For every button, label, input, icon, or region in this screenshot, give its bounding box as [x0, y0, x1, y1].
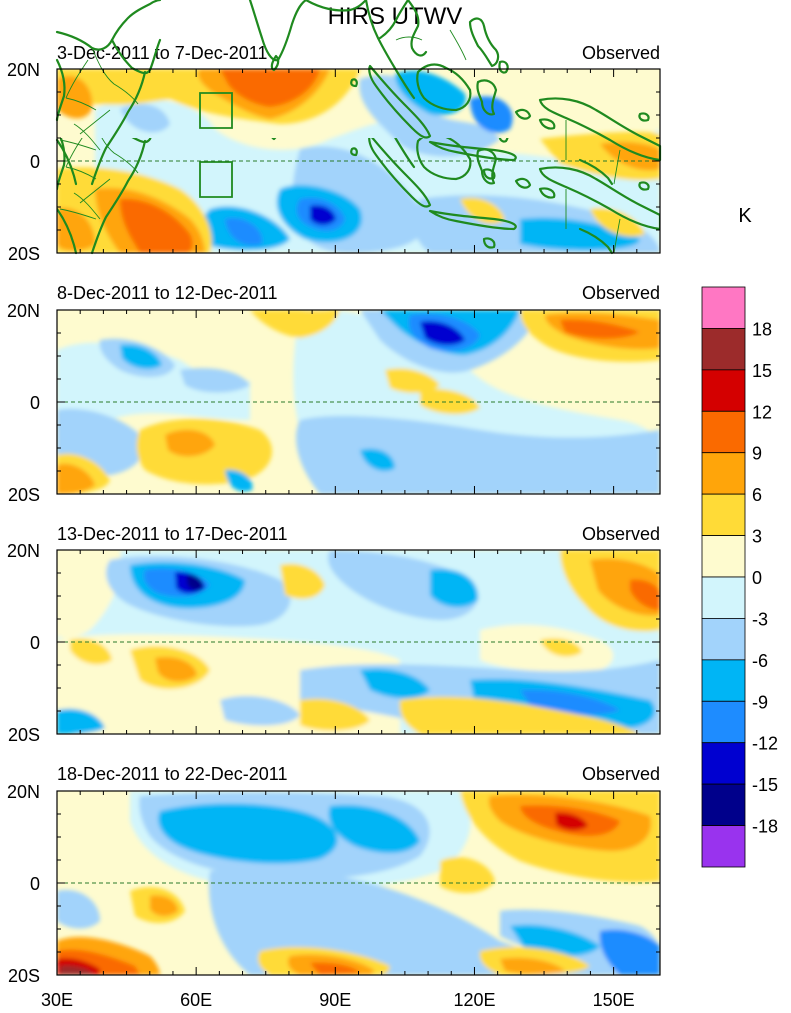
map-panel-4: 18-Dec-2011 to 22-Dec-2011 Observed	[57, 764, 660, 975]
colorbar-swatch	[701, 410, 746, 454]
unit-label: K	[738, 205, 752, 227]
lon-label: 60E	[180, 990, 212, 1010]
panel-label: Observed	[582, 43, 660, 63]
colorbar-label: -3	[752, 609, 768, 629]
map-panel-2: 8-Dec-2011 to 12-Dec-2011 Observed	[57, 283, 660, 494]
lon-label: 90E	[319, 990, 351, 1010]
colorbar-label: -18	[752, 817, 778, 837]
lon-label: 120E	[453, 990, 495, 1010]
colorbar-swatch	[701, 825, 746, 868]
colorbar-swatch	[701, 618, 746, 661]
colorbar-label: 6	[752, 485, 762, 505]
coastlines	[55, 0, 662, 186]
colorbar-swatch	[701, 742, 746, 785]
colorbar-label: 18	[752, 319, 772, 339]
lon-label: 30E	[41, 990, 73, 1010]
lat-label: 20N	[7, 60, 40, 80]
lat-label: 20S	[8, 725, 40, 745]
colorbar-label: 15	[752, 361, 772, 381]
colorbar-label: -9	[752, 692, 768, 712]
coastlines-panel-1	[57, 138, 660, 255]
colorbar-label: 12	[752, 402, 772, 422]
figure-title: HIRS UTWV	[328, 3, 463, 30]
colorbar: 18 15 12 9 6 3 0 -3 -6 -9 -12 -15 -18	[701, 286, 778, 868]
colorbar-swatch	[701, 783, 746, 826]
panel-label: Observed	[582, 524, 660, 544]
lon-label: 150E	[593, 990, 635, 1010]
lat-label: 0	[30, 152, 40, 172]
colorbar-label: 3	[752, 527, 762, 547]
panel-period: 13-Dec-2011 to 17-Dec-2011	[57, 524, 287, 544]
colorbar-label: -12	[752, 734, 778, 754]
colorbar-swatch	[701, 328, 746, 371]
colorbar-swatch	[701, 286, 746, 329]
lat-label: 20N	[7, 541, 40, 561]
colorbar-swatch	[701, 452, 746, 495]
lat-label: 0	[30, 633, 40, 653]
lat-label: 0	[30, 393, 40, 413]
colorbar-label: -15	[752, 775, 778, 795]
panel-period: 8-Dec-2011 to 12-Dec-2011	[57, 283, 277, 303]
colorbar-label: 0	[752, 568, 762, 588]
panel-label: Observed	[582, 283, 660, 303]
lat-label: 20S	[8, 244, 40, 264]
map-panel-1: 3-Dec-2011 to 7-Dec-2011 Observed	[57, 43, 660, 253]
colorbar-swatch	[701, 659, 746, 702]
panel-period: 18-Dec-2011 to 22-Dec-2011	[57, 764, 287, 784]
colorbar-swatch	[701, 535, 746, 578]
panel-label: Observed	[582, 764, 660, 784]
colorbar-swatch	[701, 493, 746, 536]
colorbar-label: -6	[752, 651, 768, 671]
colorbar-swatch	[701, 576, 746, 619]
panel-period: 3-Dec-2011 to 7-Dec-2011	[57, 43, 267, 63]
colorbar-label: 9	[752, 444, 762, 464]
colorbar-swatch	[701, 369, 746, 412]
map-panel-3: 13-Dec-2011 to 17-Dec-2011 Observed	[57, 524, 660, 734]
lat-label: 20N	[7, 782, 40, 802]
lat-label: 0	[30, 874, 40, 894]
colorbar-swatch	[701, 700, 746, 744]
anomaly-field	[57, 550, 660, 734]
lat-label: 20N	[7, 301, 40, 321]
lat-label: 20S	[8, 966, 40, 986]
lat-label: 20S	[8, 485, 40, 505]
